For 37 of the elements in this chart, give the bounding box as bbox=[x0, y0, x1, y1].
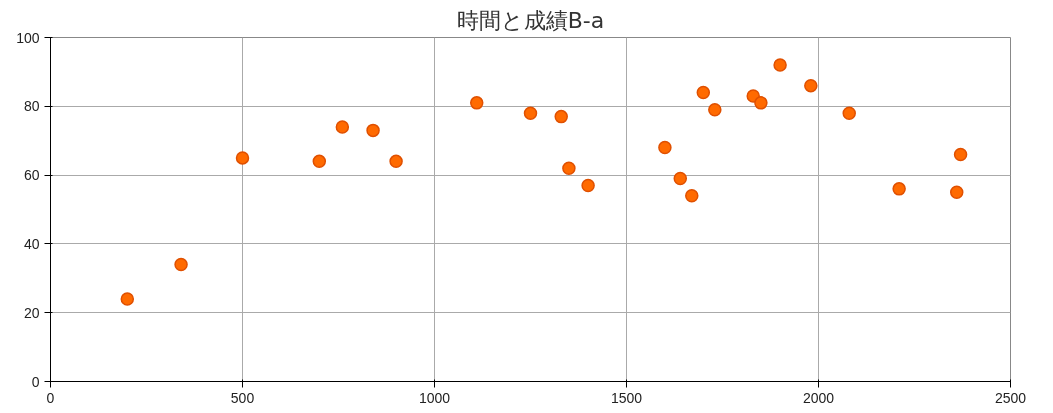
x-tick-label: 1500 bbox=[610, 389, 643, 406]
point bbox=[235, 151, 250, 165]
y-tick-label: 0 bbox=[31, 373, 40, 390]
x-tick-label: 2000 bbox=[802, 389, 835, 406]
x-tick-label: 500 bbox=[230, 389, 255, 406]
point bbox=[469, 96, 484, 110]
point bbox=[554, 109, 568, 124]
point bbox=[708, 103, 722, 117]
point bbox=[804, 78, 818, 93]
chart-title: 時間と成績B-a bbox=[456, 7, 605, 33]
point bbox=[562, 161, 576, 175]
point bbox=[773, 58, 787, 72]
point bbox=[953, 147, 968, 162]
point bbox=[892, 182, 906, 196]
point bbox=[842, 106, 856, 120]
point bbox=[754, 96, 768, 110]
point bbox=[120, 292, 135, 306]
point bbox=[949, 185, 964, 200]
point bbox=[696, 85, 711, 100]
point bbox=[685, 189, 699, 203]
x-tick-label: 0 bbox=[46, 389, 55, 406]
point bbox=[523, 106, 538, 120]
y-tick-label: 60 bbox=[23, 167, 40, 184]
point bbox=[389, 154, 403, 169]
point bbox=[581, 178, 595, 193]
y-tick-label: 100 bbox=[16, 29, 40, 46]
y-tick-label: 20 bbox=[23, 304, 40, 321]
x-tick-label: 1000 bbox=[418, 389, 451, 406]
x-tick-label: 2500 bbox=[994, 389, 1027, 406]
point bbox=[658, 140, 672, 155]
point bbox=[312, 154, 327, 169]
y-tick-label: 40 bbox=[23, 235, 40, 252]
point bbox=[673, 171, 688, 186]
point bbox=[174, 257, 188, 272]
point bbox=[366, 123, 380, 138]
point bbox=[335, 120, 350, 134]
y-tick-label: 80 bbox=[23, 98, 40, 115]
